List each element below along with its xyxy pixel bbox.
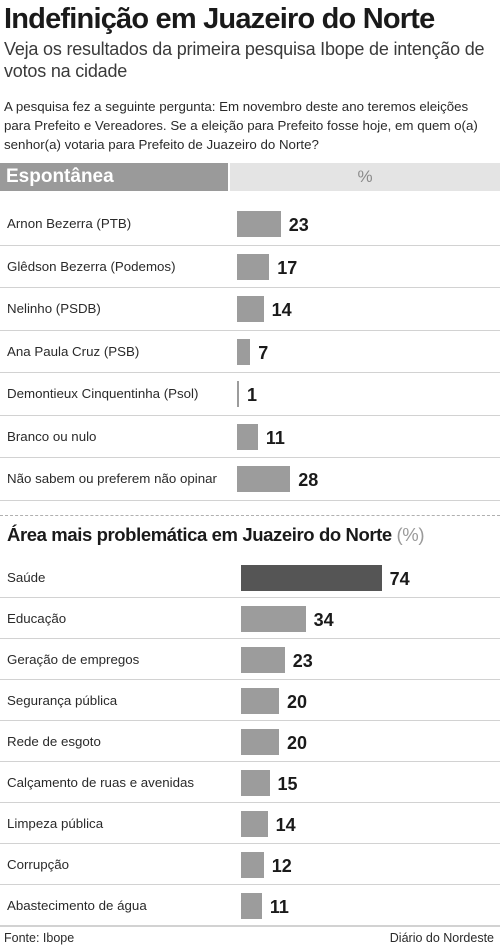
chart2-row: Abastecimento de água 11 xyxy=(0,885,500,926)
category-label: Saúde xyxy=(7,569,46,585)
page-subtitle: Veja os resultados da primeira pesquisa … xyxy=(4,39,485,81)
value-label: 7 xyxy=(258,342,269,363)
chart1-row: Arnon Bezerra (PTB) 23 xyxy=(0,203,500,246)
bar xyxy=(241,687,279,714)
bar xyxy=(237,466,291,493)
category-label: Nelinho (PSDB) xyxy=(7,301,101,317)
bar xyxy=(237,423,258,450)
category-label: Branco ou nulo xyxy=(7,428,97,444)
bar xyxy=(241,728,279,755)
bar xyxy=(237,338,251,365)
category-label: Arnon Bezerra (PTB) xyxy=(7,216,132,232)
bar xyxy=(241,605,306,632)
value-label: 20 xyxy=(287,732,308,753)
value-label: 23 xyxy=(288,215,309,236)
category-label: Não sabem ou preferem não opinar xyxy=(7,471,217,487)
category-label: Rede de esgoto xyxy=(7,733,101,749)
chart2-row: Educação 34 xyxy=(0,598,500,639)
bar xyxy=(237,296,264,323)
bar xyxy=(237,381,239,408)
category-label: Demontieux Cinquentinha (Psol) xyxy=(7,386,199,402)
value-label: 12 xyxy=(271,855,292,876)
value-label: 20 xyxy=(287,691,308,712)
chart2-title: Área mais problemática em Juazeiro do No… xyxy=(7,524,392,545)
bar xyxy=(237,211,281,238)
category-label: Geração de empregos xyxy=(7,651,140,667)
value-label: 11 xyxy=(265,427,285,448)
chart1-row: Branco ou nulo 11 xyxy=(0,416,500,458)
publisher-credit: Diário do Nordeste xyxy=(389,931,494,945)
chart1-row: Glêdson Bezerra (Podemos) 17 xyxy=(0,246,500,288)
chart2-row: Limpeza pública 14 xyxy=(0,803,500,844)
value-label: 1 xyxy=(247,385,258,406)
category-label: Calçamento de ruas e avenidas xyxy=(7,774,195,790)
bar xyxy=(241,769,270,796)
category-label: Corrupção xyxy=(7,856,70,872)
value-label: 34 xyxy=(313,609,334,630)
bar xyxy=(237,253,270,280)
chart2-row: Corrupção 12 xyxy=(0,844,500,885)
value-label: 28 xyxy=(298,470,319,491)
category-label: Educação xyxy=(7,610,67,626)
value-label: 14 xyxy=(275,814,296,835)
category-label: Glêdson Bezerra (Podemos) xyxy=(7,258,176,274)
bar xyxy=(241,892,262,919)
value-label: 14 xyxy=(271,300,292,321)
chart2-title-block: Área mais problemática em Juazeiro do No… xyxy=(7,523,425,547)
bar xyxy=(241,564,382,591)
value-label: 11 xyxy=(269,896,289,917)
chart2-row: Rede de esgoto 20 xyxy=(0,721,500,762)
chart2-row: Calçamento de ruas e avenidas 15 xyxy=(0,762,500,803)
section-divider xyxy=(0,515,500,516)
chart1-row: Demontieux Cinquentinha (Psol) 1 xyxy=(0,373,500,416)
value-label: 17 xyxy=(277,257,298,278)
chart1-row: Nelinho (PSDB) 14 xyxy=(0,288,500,331)
chart2-row: Segurança pública 20 xyxy=(0,680,500,721)
category-label: Segurança pública xyxy=(7,692,118,708)
category-label: Ana Paula Cruz (PSB) xyxy=(7,343,140,359)
bar xyxy=(241,810,268,837)
chart2-row: Geração de empregos 23 xyxy=(0,639,500,680)
chart1-unit-label: % xyxy=(230,163,500,191)
survey-question: A pesquisa fez a seguinte pergunta: Em n… xyxy=(4,99,478,152)
footer-divider xyxy=(0,926,500,927)
value-label: 23 xyxy=(292,650,313,671)
category-label: Limpeza pública xyxy=(7,815,104,831)
chart1-title: Espontânea xyxy=(0,163,228,191)
source-credit: Fonte: Ibope xyxy=(4,931,75,945)
bar xyxy=(241,851,264,878)
value-label: 74 xyxy=(389,568,410,589)
chart1-row: Ana Paula Cruz (PSB) 7 xyxy=(0,331,500,373)
value-label: 15 xyxy=(277,773,298,794)
category-label: Abastecimento de água xyxy=(7,897,147,913)
bar xyxy=(241,646,285,673)
chart2-unit-label: (%) xyxy=(396,524,425,545)
chart2-row: Saúde 74 xyxy=(0,557,500,598)
page-title: Indefinição em Juazeiro do Norte xyxy=(4,3,435,35)
chart1-row: Não sabem ou preferem não opinar 28 xyxy=(0,458,500,501)
